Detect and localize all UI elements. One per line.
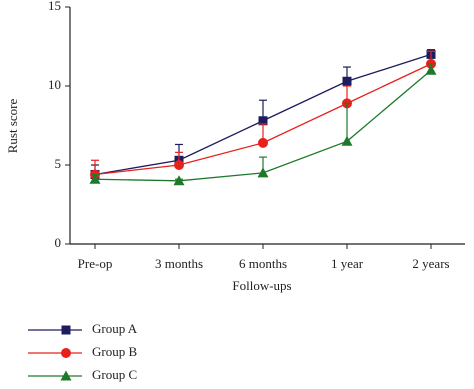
marker	[258, 137, 268, 148]
marker	[61, 325, 71, 335]
marker	[60, 370, 72, 381]
marker	[173, 175, 185, 186]
y-tick-label: 10	[48, 77, 61, 92]
marker	[342, 76, 352, 86]
y-axis-label: Rust score	[5, 99, 20, 154]
marker	[341, 135, 353, 146]
legend-label: Group A	[92, 321, 138, 336]
x-tick-label: Pre-op	[78, 256, 113, 271]
x-tick-label: 3 months	[155, 256, 203, 271]
marker	[425, 64, 437, 75]
x-tick-label: 1 year	[331, 256, 364, 271]
marker	[257, 167, 269, 178]
legend-label: Group C	[92, 367, 137, 382]
marker	[174, 160, 184, 170]
x-tick-label: 2 years	[412, 256, 449, 271]
y-tick-label: 0	[55, 235, 62, 250]
legend-label: Group B	[92, 344, 137, 359]
marker	[61, 348, 71, 358]
x-tick-label: 6 months	[239, 256, 287, 271]
y-tick-label: 15	[48, 0, 61, 13]
marker	[89, 173, 101, 184]
marker	[258, 116, 268, 126]
y-tick-label: 5	[55, 156, 62, 171]
x-axis-label: Follow-ups	[232, 278, 291, 293]
